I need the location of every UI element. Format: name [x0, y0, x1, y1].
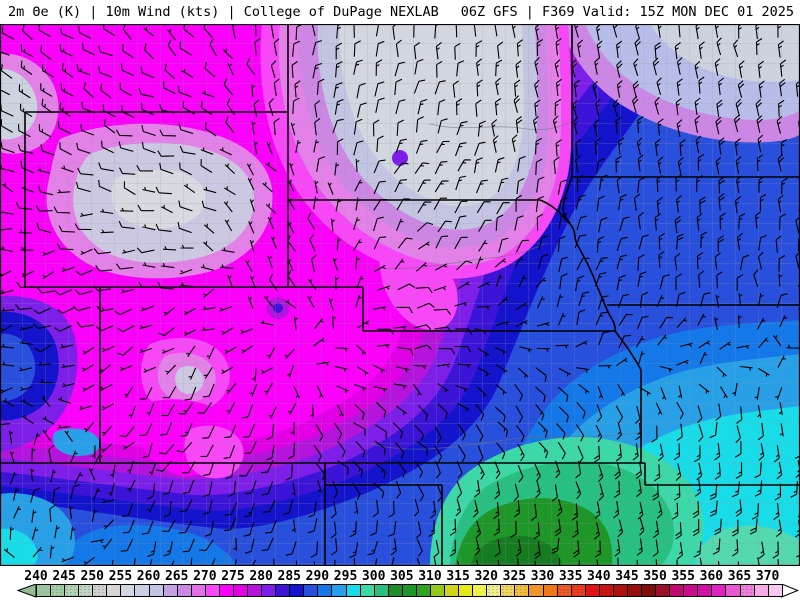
- colorbar-tick: 355: [671, 569, 695, 584]
- colorbar: 240 245 250 255 260 265 270 275 280 285 290 295 300 3…: [0, 566, 800, 600]
- colorbar-cell: [176, 584, 192, 597]
- colorbar-tick: 315: [446, 569, 470, 584]
- colorbar-tick: 300: [361, 569, 386, 584]
- colorbar-cell: [331, 584, 347, 597]
- colorbar-tick: 345: [615, 569, 639, 584]
- colorbar-cell: [289, 584, 305, 597]
- colorbar-tick: 305: [390, 569, 414, 584]
- colorbar-cell: [500, 584, 516, 597]
- colorbar-cell: [148, 584, 164, 597]
- colorbar-tick: 260: [136, 569, 161, 584]
- colorbar-tick: 360: [699, 569, 724, 584]
- colorbar-tick: 285: [277, 569, 301, 584]
- colorbar-cell: [570, 584, 586, 597]
- colorbar-cell: [387, 584, 403, 597]
- colorbar-cell: [401, 584, 417, 597]
- colorbar-cell: [162, 584, 178, 597]
- colorbar-cell: [373, 584, 389, 597]
- colorbar-tick: 330: [530, 569, 555, 584]
- colorbar-cell: [317, 584, 333, 597]
- colorbar-cell: [542, 584, 558, 597]
- colorbar-cell: [232, 584, 249, 597]
- colorbar-tick: 240: [24, 569, 48, 584]
- colorbar-cell: [486, 584, 502, 597]
- colorbar-cell: [697, 584, 713, 597]
- colorbar-cell: [50, 584, 66, 597]
- colorbar-tick: 370: [755, 569, 780, 584]
- colorbar-cell: [345, 584, 361, 597]
- colorbar-tick: 295: [333, 569, 358, 584]
- colorbar-cell: [711, 584, 727, 597]
- colorbar-cell: [626, 584, 642, 597]
- colorbar-cell: [612, 584, 628, 597]
- colorbar-tick: 270: [193, 569, 217, 584]
- colorbar-cell: [415, 584, 431, 597]
- colorbar-tick: 265: [164, 569, 189, 584]
- colorbar-cell: [36, 584, 52, 597]
- colorbar-tick: 340: [587, 569, 611, 584]
- colorbar-tick: 365: [727, 569, 752, 584]
- colorbar-tick: 290: [305, 569, 330, 584]
- colorbar-cells: [0, 584, 800, 598]
- colorbar-cell: [204, 584, 220, 597]
- county-lines: [0, 24, 800, 566]
- title-bar: 2m Θe (K) | 10m Wind (kts) | College of …: [0, 0, 800, 24]
- colorbar-cell: [106, 584, 122, 597]
- model-run-valid-time: 06Z GFS | F369 Valid: 15Z MON DEC 01 202…: [460, 4, 794, 20]
- state-borders: [0, 24, 800, 566]
- filled-contours: [0, 24, 800, 566]
- wind-barbs: [0, 24, 800, 566]
- colorbar-tick: 325: [502, 569, 527, 584]
- colorbar-cell: [78, 584, 94, 597]
- colorbar-cell: [767, 584, 783, 597]
- colorbar-cell: [514, 584, 530, 597]
- colorbar-tick: 275: [221, 569, 245, 584]
- theta-e-map: [0, 24, 800, 566]
- colorbar-cell: [134, 584, 150, 597]
- colorbar-tick: 255: [108, 569, 133, 584]
- colorbar-tick: 250: [80, 569, 105, 584]
- colorbar-cell: [528, 584, 544, 597]
- colorbar-cell: [444, 584, 460, 597]
- colorbar-cell: [120, 584, 136, 597]
- colorbar-tick: 280: [249, 569, 273, 584]
- colorbar-tick: 310: [418, 569, 442, 584]
- colorbar-cell: [359, 584, 375, 597]
- colorbar-cell: [472, 584, 488, 597]
- colorbar-cell: [458, 584, 474, 597]
- colorbar-cell: [218, 584, 234, 597]
- colorbar-cell: [556, 584, 572, 597]
- colorbar-cell: [92, 584, 108, 597]
- colorbar-cell: [669, 584, 685, 597]
- colorbar-cell: [275, 584, 291, 597]
- plot-title: 2m Θe (K) | 10m Wind (kts) | College of …: [8, 4, 439, 20]
- colorbar-cell: [683, 584, 699, 597]
- colorbar-cell: [261, 584, 277, 597]
- colorbar-cell: [753, 584, 769, 597]
- colorbar-cell: [641, 584, 657, 597]
- colorbar-cell: [584, 584, 600, 597]
- colorbar-cell: [598, 584, 614, 597]
- colorbar-tick: 350: [643, 569, 667, 584]
- colorbar-tick: 245: [52, 569, 76, 584]
- colorbar-tick: 320: [474, 569, 498, 584]
- colorbar-cell: [303, 584, 319, 597]
- colorbar-cell: [655, 584, 671, 597]
- colorbar-cell: [739, 584, 755, 597]
- colorbar-cell: [64, 584, 80, 597]
- colorbar-cell: [247, 584, 263, 597]
- colorbar-tick: 335: [558, 569, 583, 584]
- colorbar-cell: [725, 584, 741, 597]
- colorbar-cell: [429, 584, 446, 597]
- colorbar-cell: [190, 584, 206, 597]
